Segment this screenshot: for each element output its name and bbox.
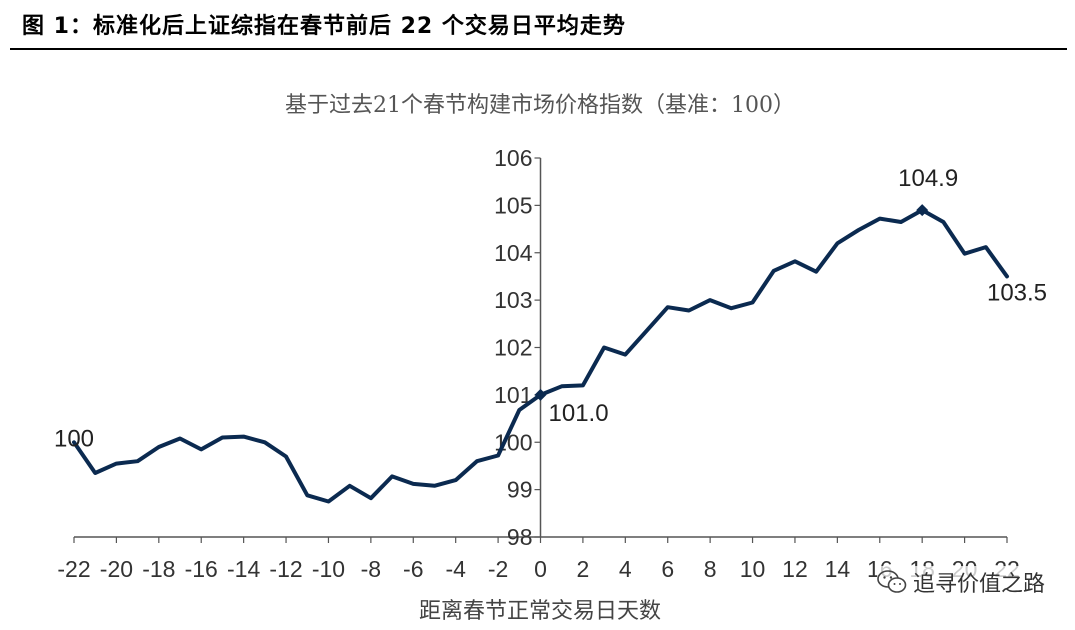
y-tick-label: 106 — [494, 145, 532, 171]
x-tick-label: 12 — [782, 556, 808, 582]
x-tick-label: -10 — [312, 556, 345, 582]
x-tick-label: -6 — [403, 556, 423, 582]
y-tick-label: 102 — [494, 335, 532, 361]
x-axis-label: 距离春节正常交易日天数 — [419, 599, 661, 624]
x-tick-label: 10 — [740, 556, 766, 582]
x-tick-label: 4 — [619, 556, 632, 582]
x-tick-label: 14 — [825, 556, 851, 582]
watermark-text: 追寻价值之路 — [912, 572, 1045, 597]
y-tick-label: 98 — [507, 524, 533, 550]
annotation-group: 100 101.0 104.9 103.5 — [54, 165, 1047, 452]
figure-title: 图 1：标准化后上证综指在春节前后 22 个交易日平均走势 — [22, 14, 626, 39]
x-tick-label: -4 — [445, 556, 466, 582]
chart-subtitle: 基于过去21个春节构建市场价格指数（基准：100） — [285, 93, 795, 118]
data-label: 101.0 — [549, 400, 609, 427]
x-tick-label: -22 — [57, 556, 90, 582]
y-tick-label: 103 — [494, 287, 532, 313]
y-tick-label: 105 — [494, 192, 532, 218]
x-tick-label: 6 — [661, 556, 674, 582]
x-tick-label: -18 — [142, 556, 175, 582]
y-tick-label: 99 — [507, 477, 533, 503]
x-tick-label: -14 — [227, 556, 260, 582]
x-tick-labels: -22 -20 -18 -16 -14 -12 -10 -8 -6 -4 -2 0 2 4 6 8 10 12 14… — [57, 556, 1019, 582]
data-marker — [534, 388, 547, 401]
x-tick-label: 2 — [577, 556, 590, 582]
x-tick-label: -8 — [361, 556, 381, 582]
x-tick-label: 8 — [704, 556, 717, 582]
x-tick-label: -20 — [100, 556, 133, 582]
watermark: 追寻价值之路 — [876, 566, 1045, 598]
title-divider — [10, 48, 1067, 50]
x-tick-label: -12 — [269, 556, 302, 582]
data-label: 103.5 — [987, 279, 1047, 306]
wechat-icon — [877, 570, 907, 593]
y-tick-label: 104 — [494, 240, 533, 266]
data-label: 104.9 — [898, 165, 958, 192]
data-marker — [916, 204, 929, 217]
x-tick-label: -16 — [185, 556, 218, 582]
chart-axes — [73, 157, 1008, 543]
x-tick-label: 0 — [534, 556, 547, 582]
x-tick-label: -2 — [488, 556, 508, 582]
data-label: 100 — [54, 425, 94, 452]
